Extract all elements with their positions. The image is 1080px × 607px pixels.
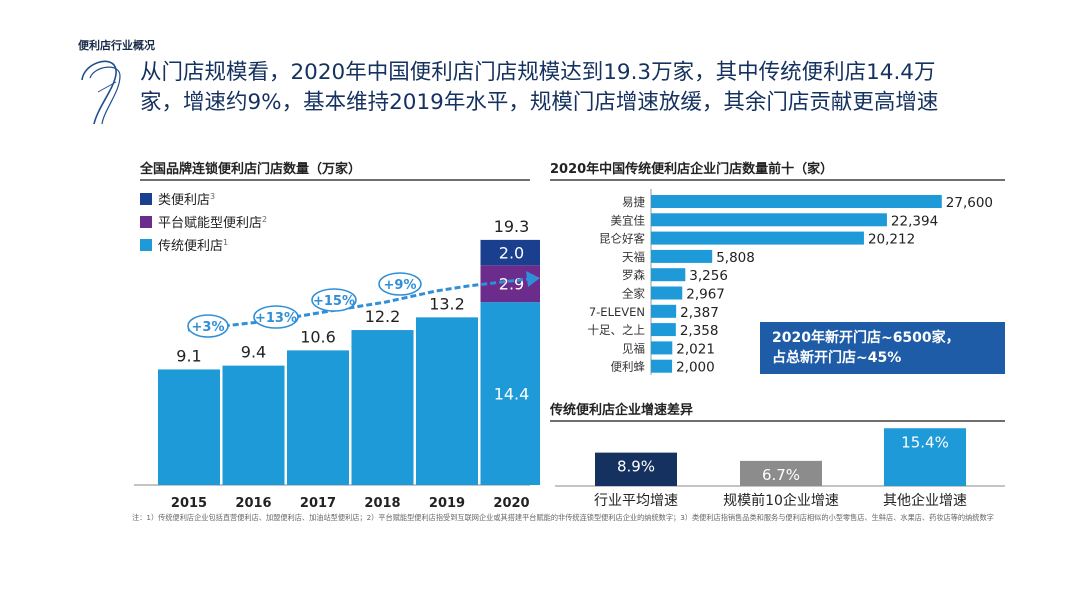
growth-bar-3	[884, 428, 966, 486]
hbar-category-9: 见福	[622, 341, 645, 355]
segment-label-2020-3: 2.0	[499, 244, 524, 263]
hbar-category-4: 天福	[622, 250, 645, 264]
callout-line-2: 占总新开门店~45%	[772, 350, 902, 366]
total-label-2018: 12.2	[365, 307, 401, 326]
total-label-2019: 13.2	[429, 294, 465, 313]
segment-label-2020-1: 14.4	[494, 385, 530, 404]
total-label-2016: 9.4	[241, 343, 266, 362]
hbar-value-1: 27,600	[946, 195, 993, 211]
tick-label-2017: 2017	[300, 496, 336, 511]
legend-swatch-2	[140, 216, 152, 228]
top10-horizontal-bar-chart: 易捷 27,600 美宜佳 22,394 昆仑好客 20,212 天福 5,808 罗森 3,25…	[588, 189, 993, 376]
growth-bar-category-1: 行业平均增速	[594, 493, 678, 509]
hbar-8	[651, 323, 676, 337]
hbar-2	[651, 213, 887, 227]
tick-label-2016: 2016	[235, 496, 271, 511]
hbar-value-7: 2,387	[680, 305, 719, 321]
hbar-value-9: 2,021	[676, 341, 715, 357]
hbar-category-7: 7-ELEVEN	[589, 305, 645, 319]
growth-oval-1	[187, 314, 229, 338]
bar-2017-series-1	[287, 350, 349, 485]
headline: 从门店规模看，2020年中国便利店门店规模达到19.3万家，其中传统便利店14.…	[140, 58, 1040, 118]
new-stores-callout: 2020年新开门店~6500家， 占总新开门店~45%	[760, 322, 1005, 374]
hbar-category-10: 便利蜂	[611, 360, 646, 374]
hbar-5	[651, 268, 686, 282]
hbar-7	[651, 304, 677, 318]
hbar-category-2: 美宜佳	[611, 213, 646, 227]
bar-2020-series-3	[480, 239, 540, 266]
legend-swatch-3	[140, 239, 152, 251]
growth-bar-value-2: 6.7%	[762, 466, 800, 484]
hbar-3	[651, 231, 864, 245]
growth-bar-category-3: 其他企业增速	[883, 492, 967, 509]
store-count-stacked-bar-chart: 9.1 2015 9.4 2016 10.6 2017 12.2 2018 13.2 2019 19…	[134, 192, 540, 511]
growth-label-3: +15%	[313, 294, 355, 309]
section-label: 便利店行业概况	[78, 39, 155, 52]
headline-line-2: 家，增速约9%，基本维持2019年水平，规模门店增速放缓，其余门店贡献更高增速	[140, 90, 939, 115]
decorative-swoosh-icon	[81, 60, 121, 125]
hbar-value-2: 22,394	[891, 213, 938, 229]
growth-oval-2	[253, 305, 299, 329]
legend-label-1: 类便利店3	[158, 192, 215, 208]
growth-oval-4	[378, 272, 422, 296]
growth-arrow-head-icon	[526, 271, 540, 287]
tick-label-2020: 2020	[493, 496, 529, 511]
segment-label-2020-2: 2.9	[499, 275, 524, 294]
legend-swatch-1	[140, 193, 152, 205]
growth-bar-category-2: 规模前10企业增速	[723, 492, 839, 509]
legend-label-2: 平台赋能型便利店2	[158, 215, 267, 231]
growth-bar-1	[595, 452, 677, 486]
bar-2015-series-1	[158, 369, 220, 485]
headline-line-1: 从门店规模看，2020年中国便利店门店规模达到19.3万家，其中传统便利店14.…	[140, 60, 936, 85]
hbar-value-8: 2,358	[680, 323, 719, 339]
tick-label-2019: 2019	[429, 496, 465, 511]
hbar-value-6: 2,967	[686, 287, 725, 303]
total-label-2017: 10.6	[300, 327, 336, 346]
growth-bar-2	[740, 460, 822, 486]
hbar-value-10: 2,000	[676, 360, 715, 376]
right-bottom-chart-title: 传统便利店企业增速差异	[550, 403, 694, 418]
total-label-2020: 19.3	[494, 217, 530, 236]
hbar-4	[651, 249, 713, 263]
callout-line-1: 2020年新开门店~6500家，	[772, 330, 960, 346]
growth-bar-value-3: 15.4%	[901, 433, 949, 451]
growth-trend-line	[187, 277, 529, 332]
bar-2020-series-1	[480, 302, 540, 485]
right-top-title-rule	[550, 179, 1005, 181]
hbar-category-5: 罗森	[622, 268, 645, 282]
footnote: 注：1）传统便利店企业包括直营便利店、加盟便利店、加油站型便利店；2）平台赋能型…	[132, 513, 994, 522]
right-top-chart-title: 2020年中国传统便利店企业门店数量前十（家）	[550, 162, 834, 177]
left-title-rule	[140, 179, 530, 181]
hbar-9	[651, 341, 673, 355]
growth-label-4: +9%	[384, 278, 417, 293]
tick-label-2015: 2015	[171, 496, 207, 511]
growth-bar-value-1: 8.9%	[617, 458, 655, 476]
hbar-value-3: 20,212	[868, 232, 915, 248]
left-chart-title: 全国品牌连锁便利店门店数量（万家）	[140, 162, 362, 177]
tick-label-2018: 2018	[364, 496, 400, 511]
legend-label-3: 传统便利店1	[158, 238, 228, 254]
bar-2019-series-1	[416, 317, 478, 485]
hbar-6	[651, 286, 683, 300]
hbar-value-4: 5,808	[716, 250, 755, 266]
hbar-category-8: 十足、之上	[588, 323, 646, 337]
hbar-value-5: 3,256	[689, 268, 728, 284]
hbar-1	[651, 195, 942, 208]
total-label-2015: 9.1	[176, 346, 201, 365]
growth-oval-3	[311, 288, 357, 312]
bar-2018-series-1	[351, 330, 414, 485]
growth-label-1: +3%	[192, 320, 225, 335]
growth-label-2: +13%	[255, 311, 297, 326]
right-bottom-title-rule	[550, 420, 1005, 422]
hbar-category-6: 全家	[622, 287, 645, 301]
bar-2016-series-1	[222, 365, 285, 485]
growth-comparison-bar-chart: 8.9% 行业平均增速 6.7% 规模前10企业增速 15.4% 其他企业增速	[555, 428, 1005, 509]
hbar-category-3: 昆仑好客	[599, 232, 645, 246]
hbar-category-1: 易捷	[622, 195, 645, 209]
hbar-10	[651, 359, 673, 373]
